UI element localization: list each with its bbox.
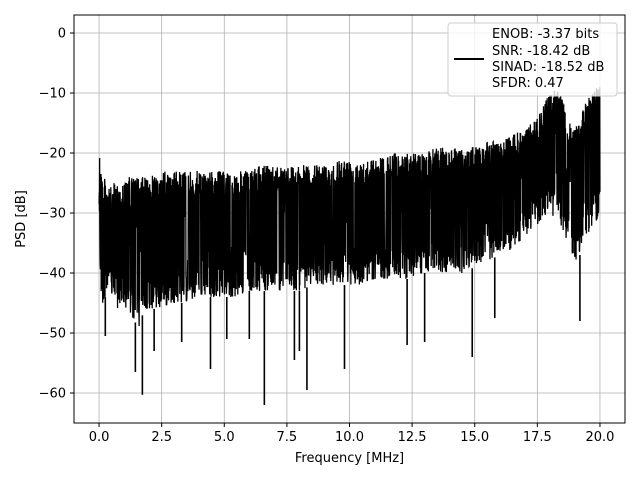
psd-line: [98, 87, 601, 327]
legend: ENOB: -3.37 bits SNR: -18.42 dB SINAD: -…: [447, 22, 618, 97]
legend-enob: ENOB: -3.37 bits: [492, 27, 599, 42]
x-tick-label: 12.5: [398, 430, 427, 445]
x-tick-label: 0.0: [89, 430, 110, 445]
x-axis-label: Frequency [MHz]: [295, 451, 404, 466]
y-tick-label: 0: [58, 27, 66, 42]
y-tick-label: −60: [39, 387, 66, 402]
legend-box: [447, 22, 618, 97]
x-tick-label: 10.0: [335, 430, 364, 445]
x-tick-label: 7.5: [277, 430, 298, 445]
x-tick-label: 2.5: [151, 430, 172, 445]
x-tick-label: 15.0: [460, 430, 489, 445]
y-axis-label: PSD [dB]: [14, 190, 29, 248]
x-tick-label: 17.5: [523, 430, 552, 445]
ticks: 0.0 2.5 5.0 7.5 10.0 12.5 15.0 17.5 20.0 0 −10 −20 −…: [39, 27, 615, 446]
legend-sfdr: SFDR: 0.47: [492, 76, 564, 91]
y-tick-label: −50: [39, 327, 66, 342]
y-tick-label: −20: [39, 147, 66, 162]
y-tick-label: −10: [39, 87, 66, 102]
legend-snr: SNR: -18.42 dB: [492, 44, 590, 59]
legend-sinad: SINAD: -18.52 dB: [492, 60, 604, 75]
y-tick-label: −40: [39, 267, 66, 282]
y-tick-label: −30: [39, 207, 66, 222]
psd-series: [98, 87, 601, 405]
x-tick-label: 5.0: [214, 430, 235, 445]
x-tick-label: 20.0: [585, 430, 614, 445]
